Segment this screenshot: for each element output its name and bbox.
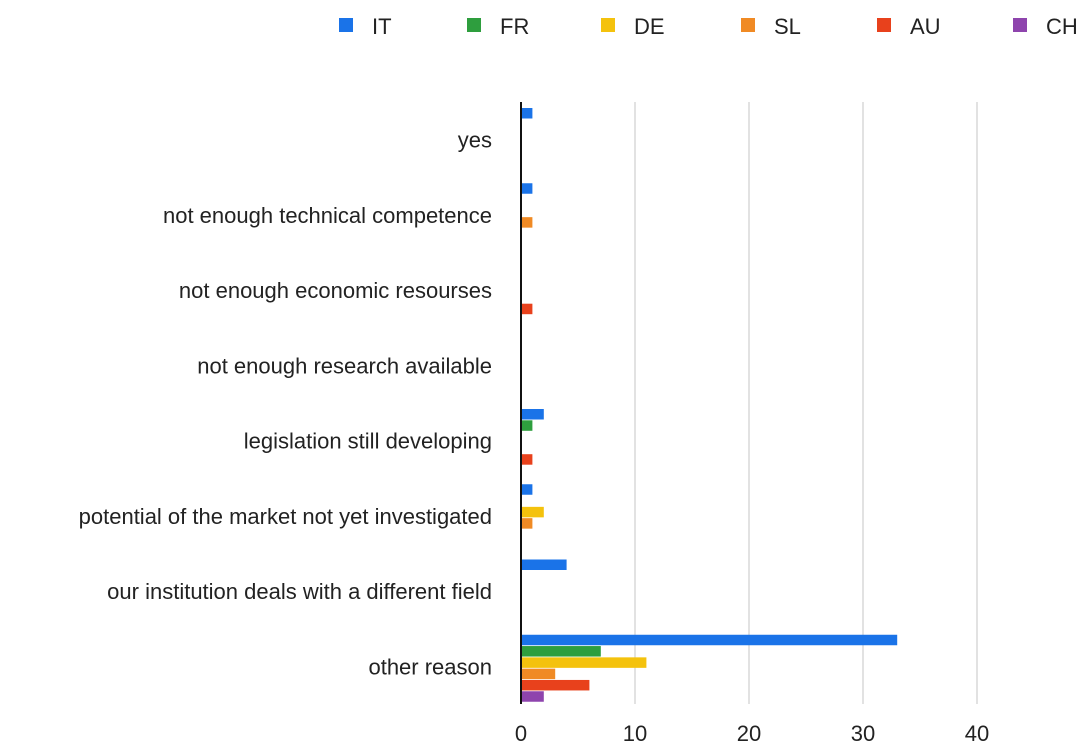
legend: IT FR DE SL AU CH bbox=[339, 14, 1078, 39]
bar-fr-4 bbox=[521, 420, 533, 431]
bar-fr-7 bbox=[521, 646, 601, 657]
x-tick-label: 10 bbox=[623, 721, 647, 744]
bar-it-1 bbox=[521, 183, 533, 194]
y-category-label: not enough research available bbox=[197, 353, 492, 378]
axes: 0 10 20 30 40 yes not enough technical compete… bbox=[79, 102, 989, 746]
bar-de-5 bbox=[521, 506, 544, 518]
bar-au-7 bbox=[521, 679, 590, 691]
bar-it-5 bbox=[521, 484, 533, 495]
bar-au-2 bbox=[521, 303, 533, 315]
legend-label-fr: FR bbox=[500, 14, 529, 39]
gridlines bbox=[634, 102, 978, 704]
bar-sl-1 bbox=[521, 217, 533, 228]
bar-ch-7 bbox=[521, 691, 544, 702]
bar-it-4 bbox=[521, 409, 544, 420]
y-category-label: not enough economic resourses bbox=[179, 278, 492, 303]
legend-swatch-it bbox=[339, 18, 353, 32]
y-category-label: our institution deals with a different f… bbox=[107, 579, 492, 604]
x-tick-label: 0 bbox=[515, 721, 527, 744]
legend-label-it: IT bbox=[372, 14, 392, 39]
x-tick-label: 30 bbox=[851, 721, 875, 744]
legend-swatch-de bbox=[601, 18, 615, 32]
y-category-label: potential of the market not yet investig… bbox=[79, 504, 492, 529]
x-tick-label: 40 bbox=[965, 721, 989, 744]
legend-swatch-sl bbox=[741, 18, 755, 32]
bar-it-0 bbox=[521, 108, 533, 119]
y-category-label: not enough technical competence bbox=[163, 203, 492, 228]
bar-it-6 bbox=[521, 559, 567, 570]
bar-sl-7 bbox=[521, 668, 556, 680]
legend-label-au: AU bbox=[910, 14, 941, 39]
y-category-label: other reason bbox=[368, 654, 492, 679]
bar-it-7 bbox=[521, 634, 898, 646]
legend-swatch-au bbox=[877, 18, 891, 32]
legend-swatch-fr bbox=[467, 18, 481, 32]
y-category-label: legislation still developing bbox=[244, 429, 492, 454]
legend-swatch-ch bbox=[1013, 18, 1027, 32]
y-category-label: yes bbox=[458, 128, 492, 153]
bar-de-7 bbox=[521, 657, 647, 668]
bar-au-4 bbox=[521, 454, 533, 465]
legend-label-de: DE bbox=[634, 14, 665, 39]
legend-label-sl: SL bbox=[774, 14, 801, 39]
bar-sl-5 bbox=[521, 518, 533, 529]
x-tick-label: 20 bbox=[737, 721, 761, 744]
bars bbox=[521, 108, 898, 702]
legend-label-ch: CH bbox=[1046, 14, 1078, 39]
